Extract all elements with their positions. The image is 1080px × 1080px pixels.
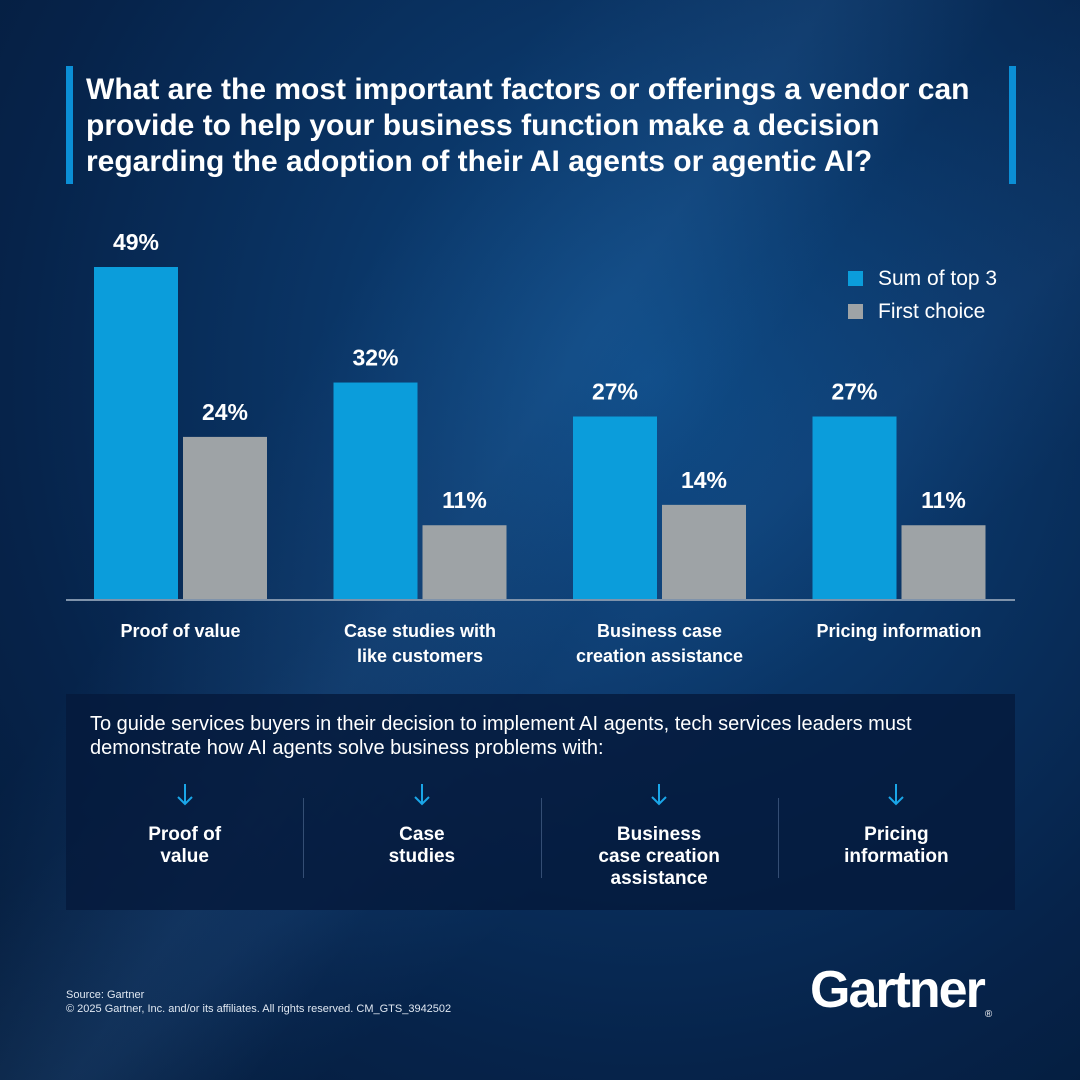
- recommendation-panel: To guide services buyers in their decisi…: [66, 694, 1015, 910]
- category-label: Case studies with like customers: [344, 621, 496, 666]
- logo-registered-mark: ®: [984, 1009, 993, 1020]
- panel-item-label: Case studies: [388, 824, 456, 867]
- footer: Source: Gartner © 2025 Gartner, Inc. and…: [66, 988, 451, 1016]
- title-accent-bar-right: [1009, 66, 1016, 184]
- bar-value-label: 32%: [352, 345, 398, 371]
- legend-item-first: First choice: [848, 295, 997, 328]
- legend-swatch-top3: [848, 271, 863, 286]
- bar-value-label: 49%: [113, 229, 159, 255]
- arrow-down-icon: [651, 784, 667, 806]
- footer-copyright: © 2025 Gartner, Inc. and/or its affiliat…: [66, 1003, 452, 1015]
- panel-item-business-case: Business case creation assistance: [540, 782, 778, 892]
- bar-chart: 49% 24% Proof of value 32% 11% Case studies w…: [66, 229, 1015, 666]
- bar-top3: [573, 416, 657, 600]
- panel-item-case-studies: Case studies: [303, 782, 540, 892]
- legend-label-top3: Sum of top 3: [878, 266, 998, 290]
- bar-value-label: 11%: [442, 487, 487, 513]
- bar-first-choice: [183, 436, 267, 600]
- bar-value-label: 27%: [592, 379, 638, 405]
- category-label: Pricing information: [816, 621, 981, 641]
- panel-item-label: Business case creation assistance: [598, 824, 720, 889]
- bar-top3: [812, 416, 897, 600]
- panel-item-label: Proof of value: [148, 824, 222, 867]
- bar-value-label: 11%: [921, 487, 966, 513]
- chart-legend: Sum of top 3 First choice: [848, 262, 997, 328]
- legend-item-top3: Sum of top 3: [848, 262, 997, 295]
- chart-title: What are the most important factors or o…: [86, 73, 970, 178]
- panel-item-proof-of-value: Proof of value: [66, 782, 303, 892]
- category-label: Proof of value: [120, 621, 240, 641]
- category-label: Business case creation assistance: [576, 621, 743, 666]
- bar-value-label: 14%: [681, 467, 727, 493]
- bar-first-choice: [901, 525, 986, 600]
- bar-top3: [333, 382, 418, 600]
- bar-first-choice: [422, 525, 507, 600]
- footer-source: Source: Gartner: [66, 989, 145, 1001]
- bar-top3: [94, 267, 178, 600]
- bar-first-choice: [662, 504, 746, 600]
- arrow-down-icon: [888, 784, 905, 806]
- panel-item-pricing: Pricing information: [777, 782, 1015, 892]
- gartner-logo: Gartner®: [810, 960, 1020, 1020]
- legend-swatch-first: [848, 304, 863, 319]
- bar-value-label: 24%: [202, 399, 248, 425]
- arrow-down-icon: [176, 784, 193, 806]
- title-block: What are the most important factors or o…: [66, 66, 1016, 184]
- bar-value-label: 27%: [831, 379, 877, 405]
- logo-wordmark: Gartner: [810, 961, 986, 1019]
- title-accent-bar-left: [66, 66, 73, 184]
- arrow-down-icon: [414, 784, 430, 806]
- legend-label-first: First choice: [878, 299, 986, 323]
- panel-columns: Proof of value Case studies Business cas…: [66, 782, 1015, 892]
- panel-item-label: Pricing information: [844, 824, 949, 867]
- panel-text: To guide services buyers in their decisi…: [90, 713, 912, 759]
